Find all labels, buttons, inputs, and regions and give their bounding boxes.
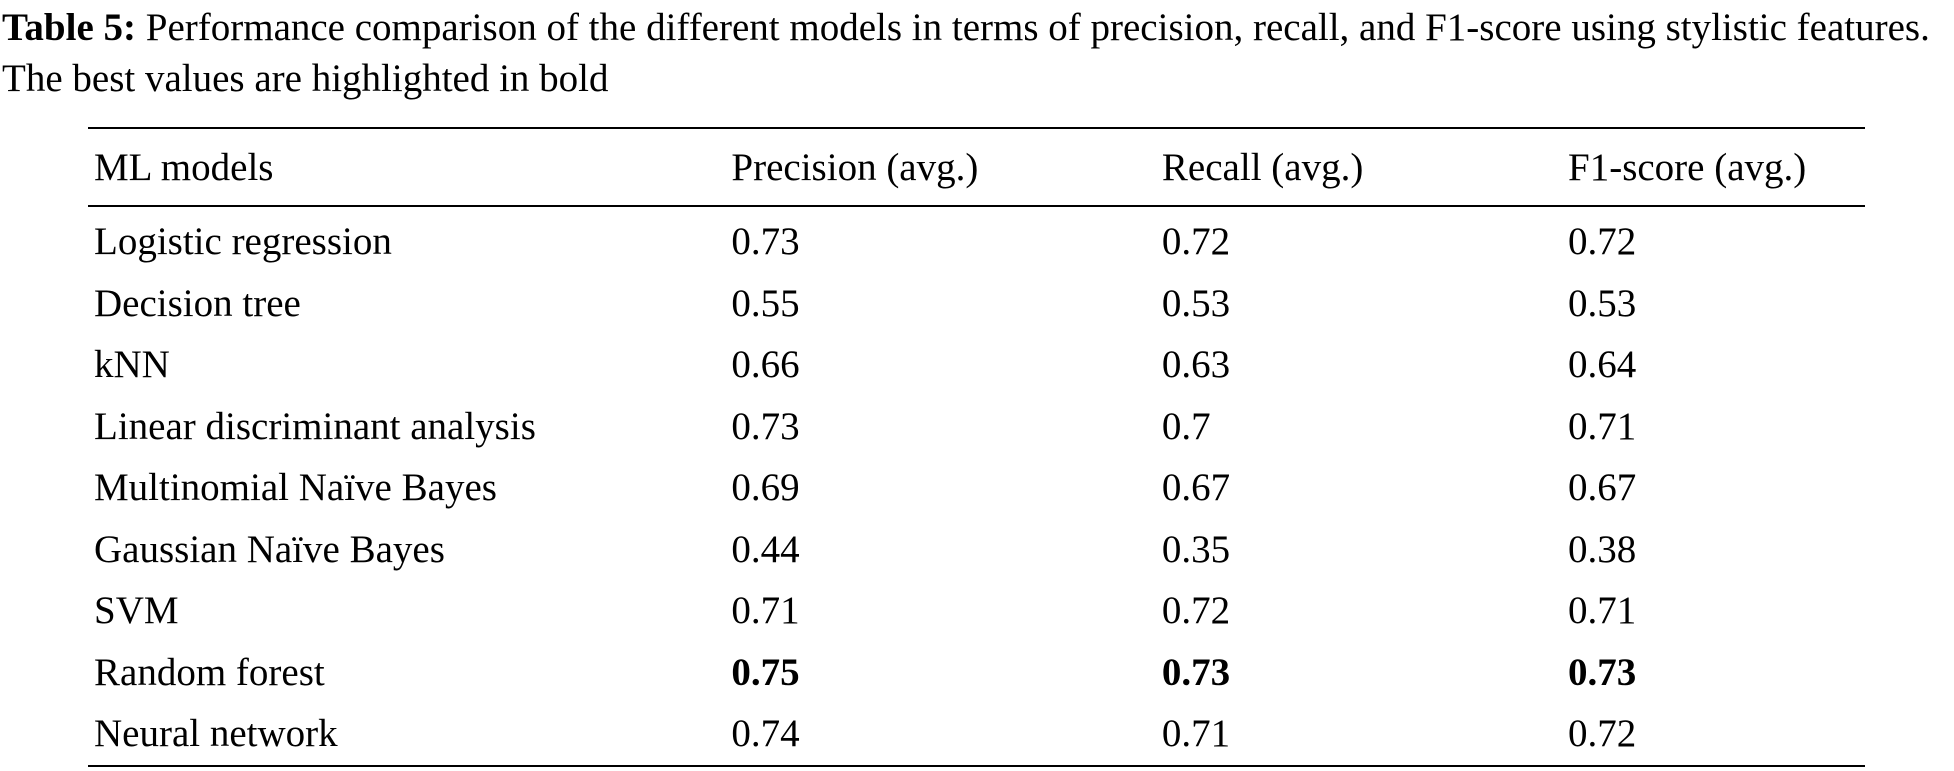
table-row: Gaussian Naïve Bayes 0.44 0.35 0.38: [88, 519, 1865, 581]
cell-model: Decision tree: [94, 281, 301, 325]
table-caption-text: Performance comparison of the different …: [2, 6, 1930, 100]
cell-precision: 0.55: [731, 281, 800, 325]
cell-f1-best: 0.73: [1568, 650, 1637, 694]
cell-f1: 0.72: [1568, 220, 1637, 264]
cell-precision: 0.74: [731, 712, 800, 756]
table-row-best: Random forest 0.75 0.73 0.73: [88, 642, 1865, 704]
cell-f1: 0.53: [1568, 281, 1637, 325]
cell-recall: 0.35: [1161, 527, 1231, 571]
table-row: Decision tree 0.55 0.53 0.53: [88, 273, 1865, 335]
header-precision: Precision (avg.): [731, 145, 979, 189]
table-header-row: ML models Precision (avg.) Recall (avg.)…: [88, 128, 1865, 206]
cell-f1: 0.72: [1568, 712, 1637, 756]
cell-precision: 0.69: [731, 466, 800, 510]
cell-model: Logistic regression: [94, 220, 392, 264]
table-row: Neural network 0.74 0.71 0.72: [88, 703, 1865, 766]
cell-recall-best: 0.73: [1161, 650, 1231, 694]
cell-recall: 0.72: [1161, 220, 1231, 264]
cell-model: SVM: [94, 589, 179, 633]
cell-precision: 0.66: [731, 343, 800, 387]
cell-model: Multinomial Naïve Bayes: [94, 466, 497, 510]
cell-recall: 0.7: [1161, 404, 1211, 448]
cell-precision: 0.73: [731, 220, 800, 264]
cell-f1: 0.38: [1568, 527, 1637, 571]
cell-recall: 0.72: [1161, 589, 1231, 633]
cell-precision: 0.44: [731, 527, 800, 571]
table-row: SVM 0.71 0.72 0.71: [88, 580, 1865, 642]
cell-model: Random forest: [94, 650, 325, 694]
cell-model: Linear discriminant analysis: [94, 404, 536, 448]
cell-f1: 0.64: [1568, 343, 1637, 387]
cell-model: Gaussian Naïve Bayes: [94, 527, 445, 571]
cell-recall: 0.71: [1161, 712, 1231, 756]
cell-recall: 0.67: [1161, 466, 1231, 510]
results-table: ML models Precision (avg.) Recall (avg.)…: [88, 127, 1865, 767]
cell-precision: 0.71: [731, 589, 800, 633]
cell-precision: 0.73: [731, 404, 800, 448]
header-f1-score: F1-score (avg.): [1568, 145, 1807, 189]
cell-model: Neural network: [94, 712, 338, 756]
cell-f1: 0.67: [1568, 466, 1637, 510]
header-ml-models: ML models: [94, 145, 274, 189]
table-caption: Table 5: Performance comparison of the d…: [2, 2, 1952, 104]
cell-model: kNN: [94, 343, 170, 387]
header-recall: Recall (avg.): [1161, 145, 1364, 189]
results-table-container: ML models Precision (avg.) Recall (avg.)…: [88, 127, 1865, 767]
table-row: Multinomial Naïve Bayes 0.69 0.67 0.67: [88, 457, 1865, 519]
cell-f1: 0.71: [1568, 404, 1637, 448]
table-row: Linear discriminant analysis 0.73 0.7 0.…: [88, 396, 1865, 458]
cell-recall: 0.63: [1161, 343, 1231, 387]
cell-f1: 0.71: [1568, 589, 1637, 633]
table-caption-label: Table 5:: [2, 6, 137, 49]
cell-recall: 0.53: [1161, 281, 1231, 325]
table-row: kNN 0.66 0.63 0.64: [88, 334, 1865, 396]
table-row: Logistic regression 0.73 0.72 0.72: [88, 206, 1865, 273]
cell-precision-best: 0.75: [731, 650, 800, 694]
